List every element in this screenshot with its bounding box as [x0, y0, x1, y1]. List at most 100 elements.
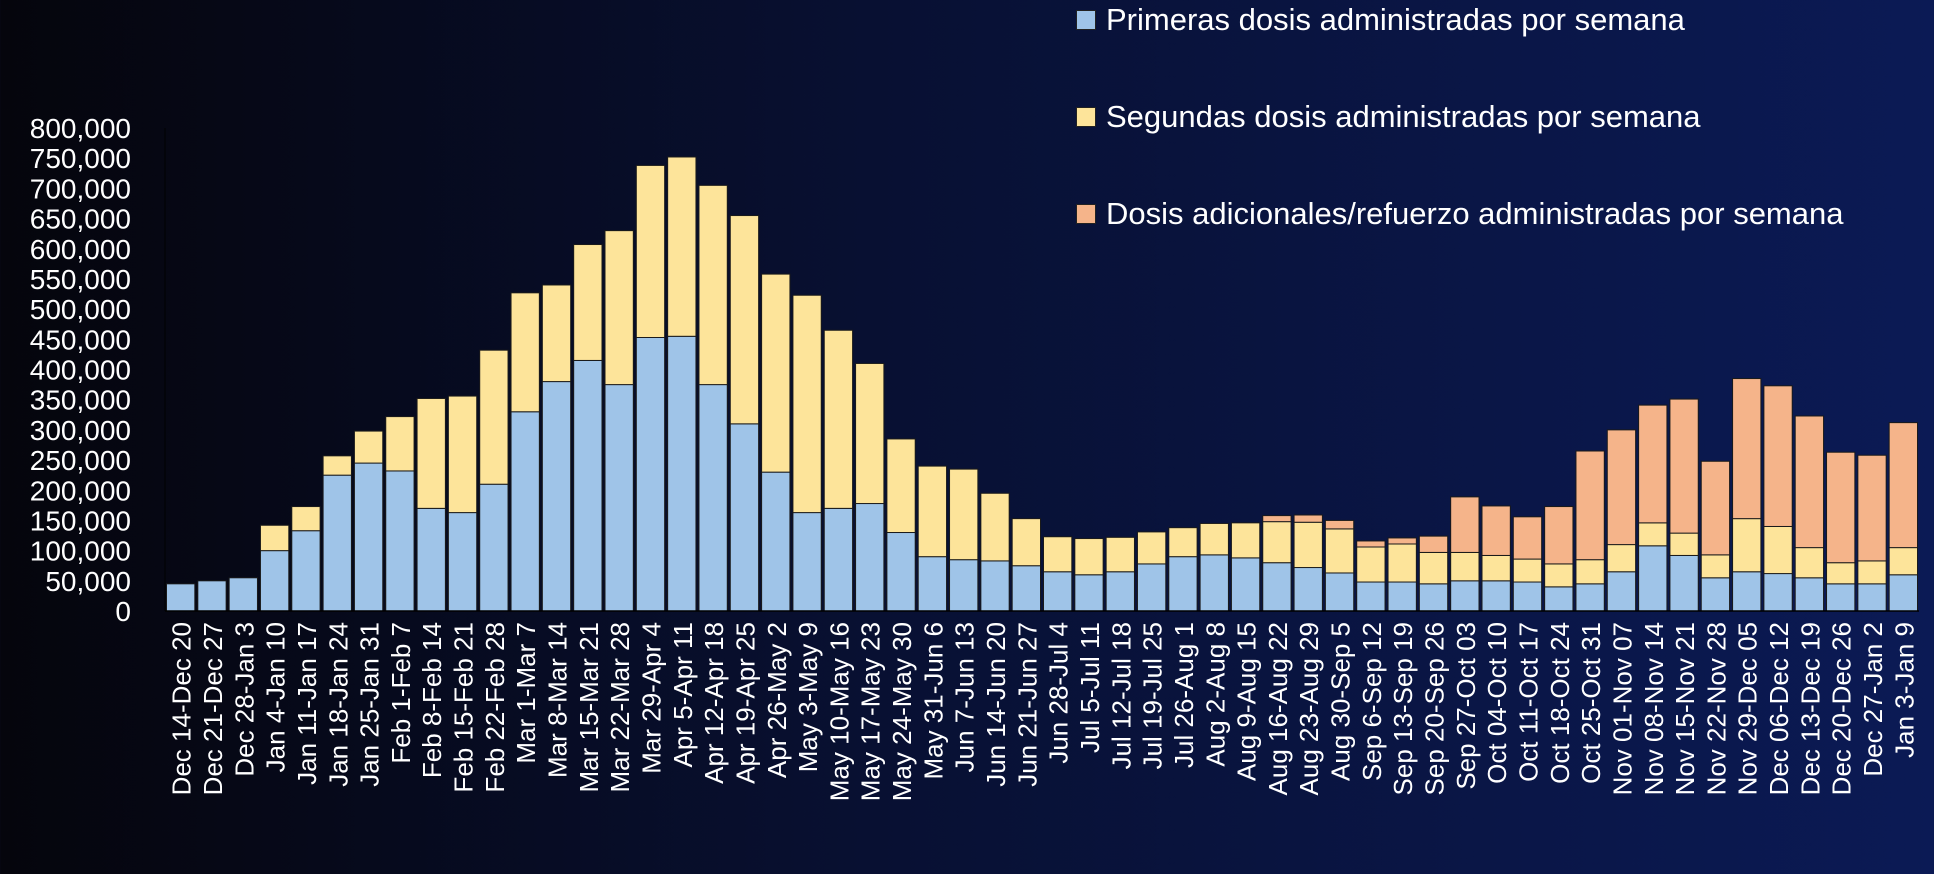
- bar-segment-series-2: [1074, 538, 1104, 576]
- x-tick-label: Aug 30-Sep 5: [1326, 622, 1356, 781]
- x-tick-label: Sep 20-Sep 26: [1420, 622, 1450, 795]
- x-tick-label: Apr 5-Apr 11: [668, 622, 698, 767]
- bars: [166, 156, 1919, 612]
- x-tick-label: Feb 22-Feb 28: [480, 622, 510, 793]
- y-tick-label: 350,000: [30, 385, 131, 416]
- bar-segment-series-3: [1638, 404, 1668, 524]
- bar-segment-series-1: [1043, 571, 1073, 612]
- bar-segment-series-2: [1638, 522, 1668, 547]
- bar-segment-series-1: [510, 411, 540, 612]
- bar-segment-series-1: [1481, 580, 1511, 612]
- x-tick-label: Sep 13-Sep 19: [1388, 622, 1418, 795]
- bar-segment-series-3: [1293, 514, 1323, 523]
- bar-segment-series-2: [1857, 560, 1887, 585]
- bar-segment-series-2: [823, 329, 854, 509]
- x-tick-label: Mar 29-Apr 4: [636, 622, 666, 774]
- y-tick-label: 650,000: [30, 204, 131, 235]
- bar-segment-series-1: [980, 560, 1010, 612]
- legend-swatch-primeras: [1076, 10, 1096, 30]
- bar-segment-series-1: [166, 583, 196, 612]
- bar-segment-series-2: [1700, 554, 1731, 579]
- y-tick-label: 150,000: [30, 505, 131, 536]
- bar-segment-series-1: [259, 550, 290, 612]
- bar-segment-series-2: [1575, 559, 1605, 585]
- bar-segment-series-1: [541, 381, 572, 612]
- bar-segment-series-2: [1043, 536, 1073, 573]
- bar-segment-series-2: [1763, 525, 1793, 575]
- x-tick-label: Apr 19-Apr 25: [730, 622, 760, 784]
- bar-segment-series-2: [385, 416, 415, 472]
- bar-segment-series-2: [1544, 563, 1574, 588]
- x-tick-label: Jul 26-Aug 1: [1169, 622, 1199, 768]
- y-tick-label: 450,000: [30, 324, 131, 355]
- x-tick-label: Feb 8-Feb 14: [417, 622, 447, 778]
- bar-segment-series-1: [1826, 583, 1856, 612]
- bar-segment-series-1: [1356, 581, 1386, 612]
- x-tick-label: Jun 28-Jul 4: [1044, 622, 1074, 764]
- x-tick-label: Jun 14-Jun 20: [981, 622, 1011, 787]
- bar-segment-series-1: [447, 512, 478, 612]
- bar-segment-series-2: [1387, 543, 1417, 583]
- bar-segment-series-3: [1418, 535, 1449, 553]
- bar-segment-series-1: [291, 530, 321, 612]
- bar-segment-series-2: [322, 455, 352, 476]
- x-tick-label: Nov 22-Nov 28: [1701, 622, 1731, 795]
- bar-segment-series-1: [1857, 583, 1887, 612]
- bar-segment-series-2: [917, 465, 948, 558]
- y-tick-label: 750,000: [30, 143, 131, 174]
- bar-segment-series-2: [447, 395, 478, 514]
- x-tick-label: Jan 18-Jan 24: [323, 622, 353, 787]
- bar-segment-series-1: [667, 335, 697, 612]
- y-tick-label: 600,000: [30, 234, 131, 265]
- x-tick-label: Mar 1-Mar 7: [511, 622, 541, 764]
- bar-segment-series-2: [1732, 518, 1762, 573]
- y-tick-label: 0: [115, 596, 131, 627]
- bar-segment-series-1: [1575, 583, 1605, 612]
- y-tick-label: 550,000: [30, 264, 131, 295]
- y-tick-label: 800,000: [30, 113, 131, 144]
- x-tick-label: Mar 8-Mar 14: [543, 622, 573, 778]
- bar-segment-series-3: [1481, 505, 1511, 556]
- bar-segment-series-2: [541, 284, 572, 383]
- bar-segment-series-2: [1512, 558, 1543, 583]
- bar-segment-series-1: [385, 470, 415, 612]
- x-tick-label: Oct 25-Oct 31: [1576, 622, 1606, 784]
- bar-segment-series-1: [855, 503, 885, 612]
- y-tick-label: 100,000: [30, 536, 131, 567]
- bar-segment-series-2: [259, 524, 290, 552]
- bar-segment-series-1: [604, 384, 634, 612]
- y-tick-label: 700,000: [30, 173, 131, 204]
- bar-segment-series-2: [635, 164, 666, 339]
- bar-segment-series-2: [1293, 521, 1323, 569]
- x-tick-label: Aug 23-Aug 29: [1294, 622, 1324, 795]
- bar-segment-series-1: [1763, 573, 1793, 612]
- bar-segment-series-1: [573, 359, 603, 612]
- x-tick-label: May 3-May 9: [793, 622, 823, 772]
- y-tick-label: 400,000: [30, 355, 131, 386]
- x-tick-label: Oct 11-Oct 17: [1513, 622, 1543, 782]
- x-tick-label: Feb 15-Feb 21: [449, 622, 479, 793]
- x-tick-label: Jul 19-Jul 25: [1138, 622, 1168, 769]
- bar-segment-series-1: [1136, 563, 1167, 612]
- bar-segment-series-3: [1324, 519, 1355, 530]
- x-tick-label: Mar 22-Mar 28: [605, 622, 635, 793]
- y-tick-label: 200,000: [30, 475, 131, 506]
- x-tick-label: Mar 15-Mar 21: [574, 622, 604, 793]
- bar-segment-series-3: [1450, 496, 1480, 553]
- bar-segment-series-1: [1074, 574, 1104, 612]
- bar-segment-series-1: [1105, 571, 1135, 612]
- bar-segment-series-2: [573, 244, 603, 361]
- bar-segment-series-1: [1606, 571, 1637, 612]
- bar-segment-series-1: [886, 532, 916, 612]
- bar-segment-series-1: [792, 512, 822, 612]
- bar-segment-series-3: [1826, 451, 1856, 564]
- x-tick-label: Dec 14-Dec 20: [167, 622, 197, 795]
- x-tick-label: Oct 18-Oct 24: [1545, 622, 1575, 784]
- x-tick-label: Sep 27-Oct 03: [1451, 622, 1481, 790]
- bar-segment-series-2: [698, 184, 728, 386]
- bar-segment-series-1: [1669, 554, 1699, 612]
- x-tick-label: Nov 08-Nov 14: [1639, 622, 1669, 795]
- bar-segment-series-1: [416, 507, 446, 612]
- bar-segment-series-3: [1794, 415, 1825, 549]
